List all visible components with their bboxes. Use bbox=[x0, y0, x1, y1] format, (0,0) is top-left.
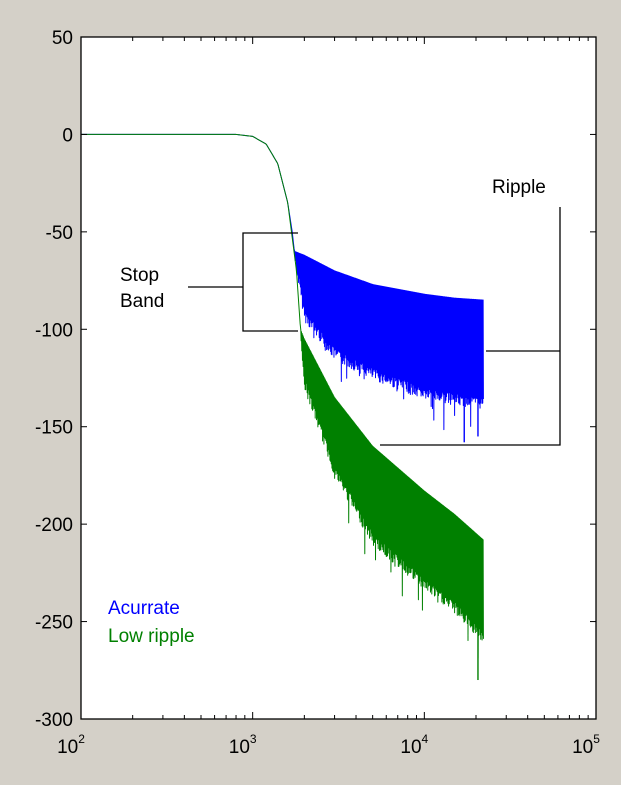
plot-area-background bbox=[81, 37, 596, 719]
y-tick-label: -250 bbox=[35, 613, 73, 634]
series-line-low-ripple bbox=[81, 133, 484, 659]
x-tick-exponent: 5 bbox=[593, 732, 600, 746]
x-tick-exponent: 2 bbox=[78, 732, 85, 746]
x-tick-label: 102 bbox=[57, 732, 85, 758]
y-tick-label: 0 bbox=[62, 125, 73, 146]
x-tick-base: 10 bbox=[400, 737, 421, 758]
legend: Acurrate Low ripple bbox=[108, 598, 195, 647]
ripple-label: Ripple bbox=[492, 177, 546, 198]
stop-band-label-line-1: Stop bbox=[120, 265, 159, 286]
y-tick-label: 50 bbox=[52, 28, 73, 49]
x-tick-exponent: 3 bbox=[250, 732, 257, 746]
y-tick-label: -100 bbox=[35, 320, 73, 341]
series-low-ripple bbox=[81, 133, 484, 681]
annotation-layer: Stop Band Ripple bbox=[120, 177, 561, 446]
stop-band-label-line-2: Band bbox=[120, 291, 164, 312]
plot-area-frame bbox=[80, 36, 597, 720]
legend-label-low-ripple: Low ripple bbox=[108, 626, 195, 647]
y-tick-label: -150 bbox=[35, 418, 73, 439]
y-tick-label: -200 bbox=[35, 515, 73, 536]
y-tick-label: -50 bbox=[46, 223, 73, 244]
stop-band-bracket bbox=[188, 232, 298, 332]
y-tick-label: -300 bbox=[35, 710, 73, 731]
x-tick-base: 10 bbox=[229, 737, 250, 758]
ripple-bracket bbox=[380, 207, 561, 446]
x-tick-base: 10 bbox=[572, 737, 593, 758]
x-tick-label: 103 bbox=[229, 732, 257, 758]
series-layer bbox=[81, 133, 484, 681]
x-tick-label: 105 bbox=[572, 732, 600, 758]
x-tick-base: 10 bbox=[57, 737, 78, 758]
legend-label-acurrate: Acurrate bbox=[108, 598, 180, 619]
x-tick-label: 104 bbox=[400, 732, 428, 758]
x-tick-exponent: 4 bbox=[422, 732, 429, 746]
